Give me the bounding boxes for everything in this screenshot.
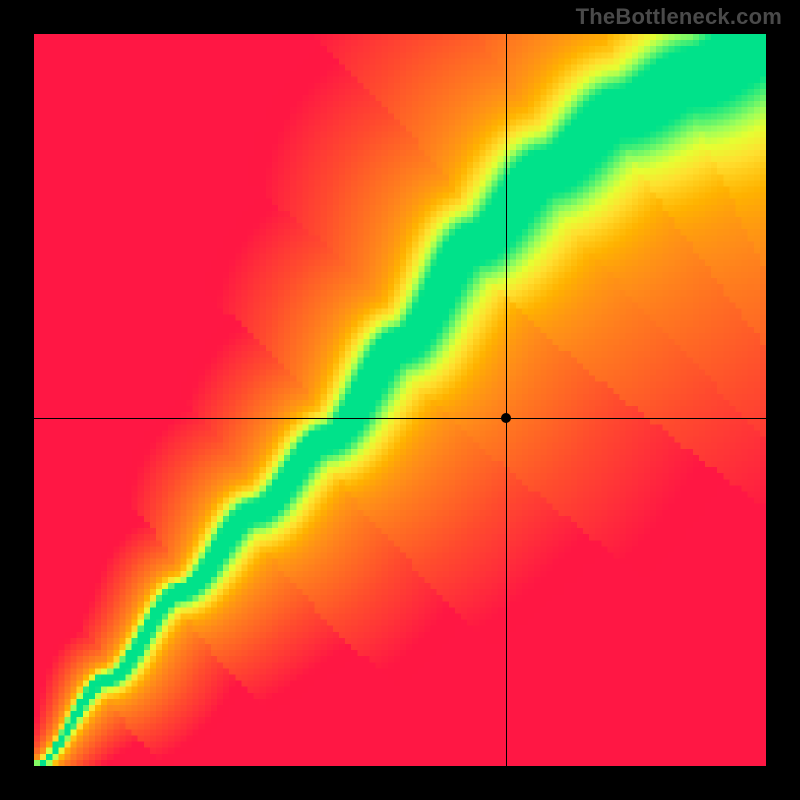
crosshair-horizontal: [34, 418, 766, 419]
watermark: TheBottleneck.com: [576, 4, 782, 30]
bottleneck-heatmap: [34, 34, 766, 766]
crosshair-vertical: [506, 34, 507, 766]
